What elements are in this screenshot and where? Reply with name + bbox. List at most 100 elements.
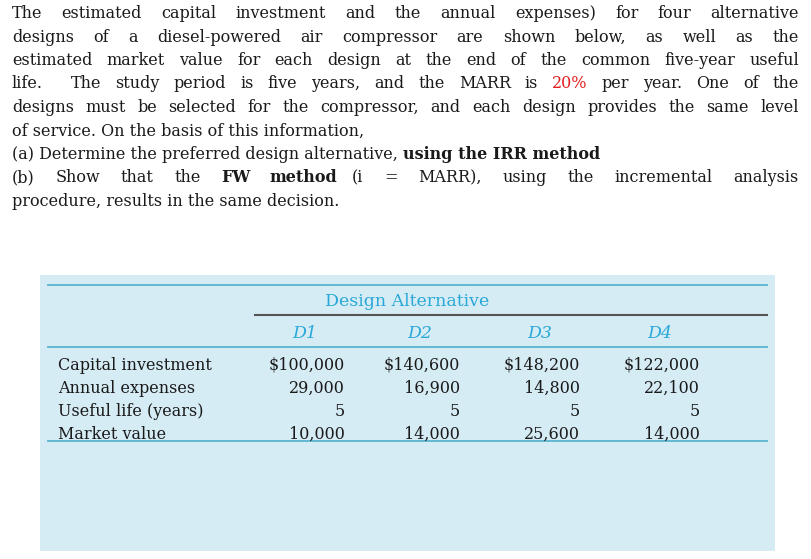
Text: =: = — [384, 169, 397, 187]
Text: and: and — [345, 5, 375, 22]
Text: 14,800: 14,800 — [524, 380, 580, 397]
Text: is: is — [525, 75, 539, 92]
Text: estimated: estimated — [12, 52, 92, 69]
Text: of: of — [743, 75, 758, 92]
Text: the: the — [568, 169, 594, 187]
Text: compressor,: compressor, — [320, 99, 419, 116]
Text: a: a — [128, 29, 138, 45]
Text: end: end — [466, 52, 496, 69]
Text: that: that — [121, 169, 154, 187]
Text: The: The — [71, 75, 101, 92]
Text: 29,000: 29,000 — [290, 380, 345, 397]
Text: and: and — [374, 75, 405, 92]
Text: Useful life (years): Useful life (years) — [58, 403, 204, 420]
Text: study: study — [115, 75, 160, 92]
Text: period: period — [174, 75, 226, 92]
Text: and: and — [431, 99, 461, 116]
Text: as: as — [736, 29, 753, 45]
Text: of: of — [93, 29, 109, 45]
Text: MARR),: MARR), — [418, 169, 482, 187]
Text: years,: years, — [311, 75, 360, 92]
Text: procedure, results in the same decision.: procedure, results in the same decision. — [12, 193, 339, 210]
Text: the: the — [395, 5, 421, 22]
Text: for: for — [248, 99, 271, 116]
Text: level: level — [761, 99, 799, 116]
Text: (a) Determine the preferred design alternative,: (a) Determine the preferred design alter… — [12, 146, 403, 163]
Text: of service. On the basis of this information,: of service. On the basis of this informa… — [12, 122, 364, 140]
Text: estimated: estimated — [62, 5, 142, 22]
Text: (i: (i — [352, 169, 363, 187]
Text: the: the — [283, 99, 309, 116]
Text: diesel-powered: diesel-powered — [157, 29, 281, 45]
Text: designs: designs — [12, 29, 74, 45]
Text: 5: 5 — [450, 403, 460, 420]
Text: capital: capital — [161, 5, 217, 22]
Text: must: must — [85, 99, 126, 116]
Text: five-year: five-year — [664, 52, 735, 69]
Text: shown: shown — [503, 29, 556, 45]
Text: be: be — [137, 99, 157, 116]
Text: 20%: 20% — [552, 75, 588, 92]
Text: $148,200: $148,200 — [504, 357, 580, 374]
Text: Annual expenses: Annual expenses — [58, 380, 195, 397]
Text: provides: provides — [587, 99, 657, 116]
Text: 16,900: 16,900 — [404, 380, 460, 397]
Text: The: The — [12, 5, 42, 22]
Text: 25,600: 25,600 — [524, 426, 580, 443]
Text: Market value: Market value — [58, 426, 166, 443]
Text: the: the — [425, 52, 452, 69]
Text: of: of — [510, 52, 526, 69]
Text: 14,000: 14,000 — [404, 426, 460, 443]
Text: four: four — [658, 5, 691, 22]
FancyBboxPatch shape — [40, 275, 775, 551]
Text: alternative: alternative — [710, 5, 799, 22]
Text: year.: year. — [643, 75, 682, 92]
Text: 5: 5 — [335, 403, 345, 420]
Text: 5: 5 — [570, 403, 580, 420]
Text: Design Alternative: Design Alternative — [325, 293, 490, 310]
Text: $140,600: $140,600 — [384, 357, 460, 374]
Text: five: five — [268, 75, 297, 92]
Text: Show: Show — [55, 169, 101, 187]
Text: FW: FW — [221, 169, 251, 187]
Text: is: is — [240, 75, 254, 92]
Text: (b): (b) — [12, 169, 35, 187]
Text: well: well — [683, 29, 716, 45]
Text: designs: designs — [12, 99, 74, 116]
Text: $100,000: $100,000 — [268, 357, 345, 374]
Text: $122,000: $122,000 — [624, 357, 700, 374]
Text: MARR: MARR — [459, 75, 511, 92]
Text: D4: D4 — [647, 325, 672, 342]
Text: compressor: compressor — [342, 29, 437, 45]
Text: each: each — [472, 99, 511, 116]
Text: design: design — [522, 99, 576, 116]
Text: the: the — [174, 169, 201, 187]
Text: life.: life. — [12, 75, 43, 92]
Text: below,: below, — [574, 29, 626, 45]
Text: selected: selected — [169, 99, 236, 116]
Text: each: each — [275, 52, 313, 69]
Text: method: method — [270, 169, 337, 187]
Text: the: the — [540, 52, 567, 69]
Text: value: value — [179, 52, 223, 69]
Text: design: design — [327, 52, 381, 69]
Text: are: are — [457, 29, 483, 45]
Text: using: using — [503, 169, 547, 187]
Text: the: the — [668, 99, 695, 116]
Text: Capital investment: Capital investment — [58, 357, 212, 374]
Text: per: per — [602, 75, 629, 92]
Text: investment: investment — [236, 5, 326, 22]
Text: annual: annual — [440, 5, 496, 22]
Text: the: the — [773, 75, 799, 92]
Text: the: the — [418, 75, 444, 92]
Text: using the IRR method: using the IRR method — [403, 146, 600, 163]
Text: D2: D2 — [408, 325, 432, 342]
Text: 5: 5 — [689, 403, 700, 420]
Text: for: for — [615, 5, 638, 22]
Text: for: for — [237, 52, 260, 69]
Text: the: the — [773, 29, 799, 45]
Text: 22,100: 22,100 — [644, 380, 700, 397]
Text: analysis: analysis — [734, 169, 799, 187]
Text: 14,000: 14,000 — [644, 426, 700, 443]
Text: 10,000: 10,000 — [290, 426, 345, 443]
